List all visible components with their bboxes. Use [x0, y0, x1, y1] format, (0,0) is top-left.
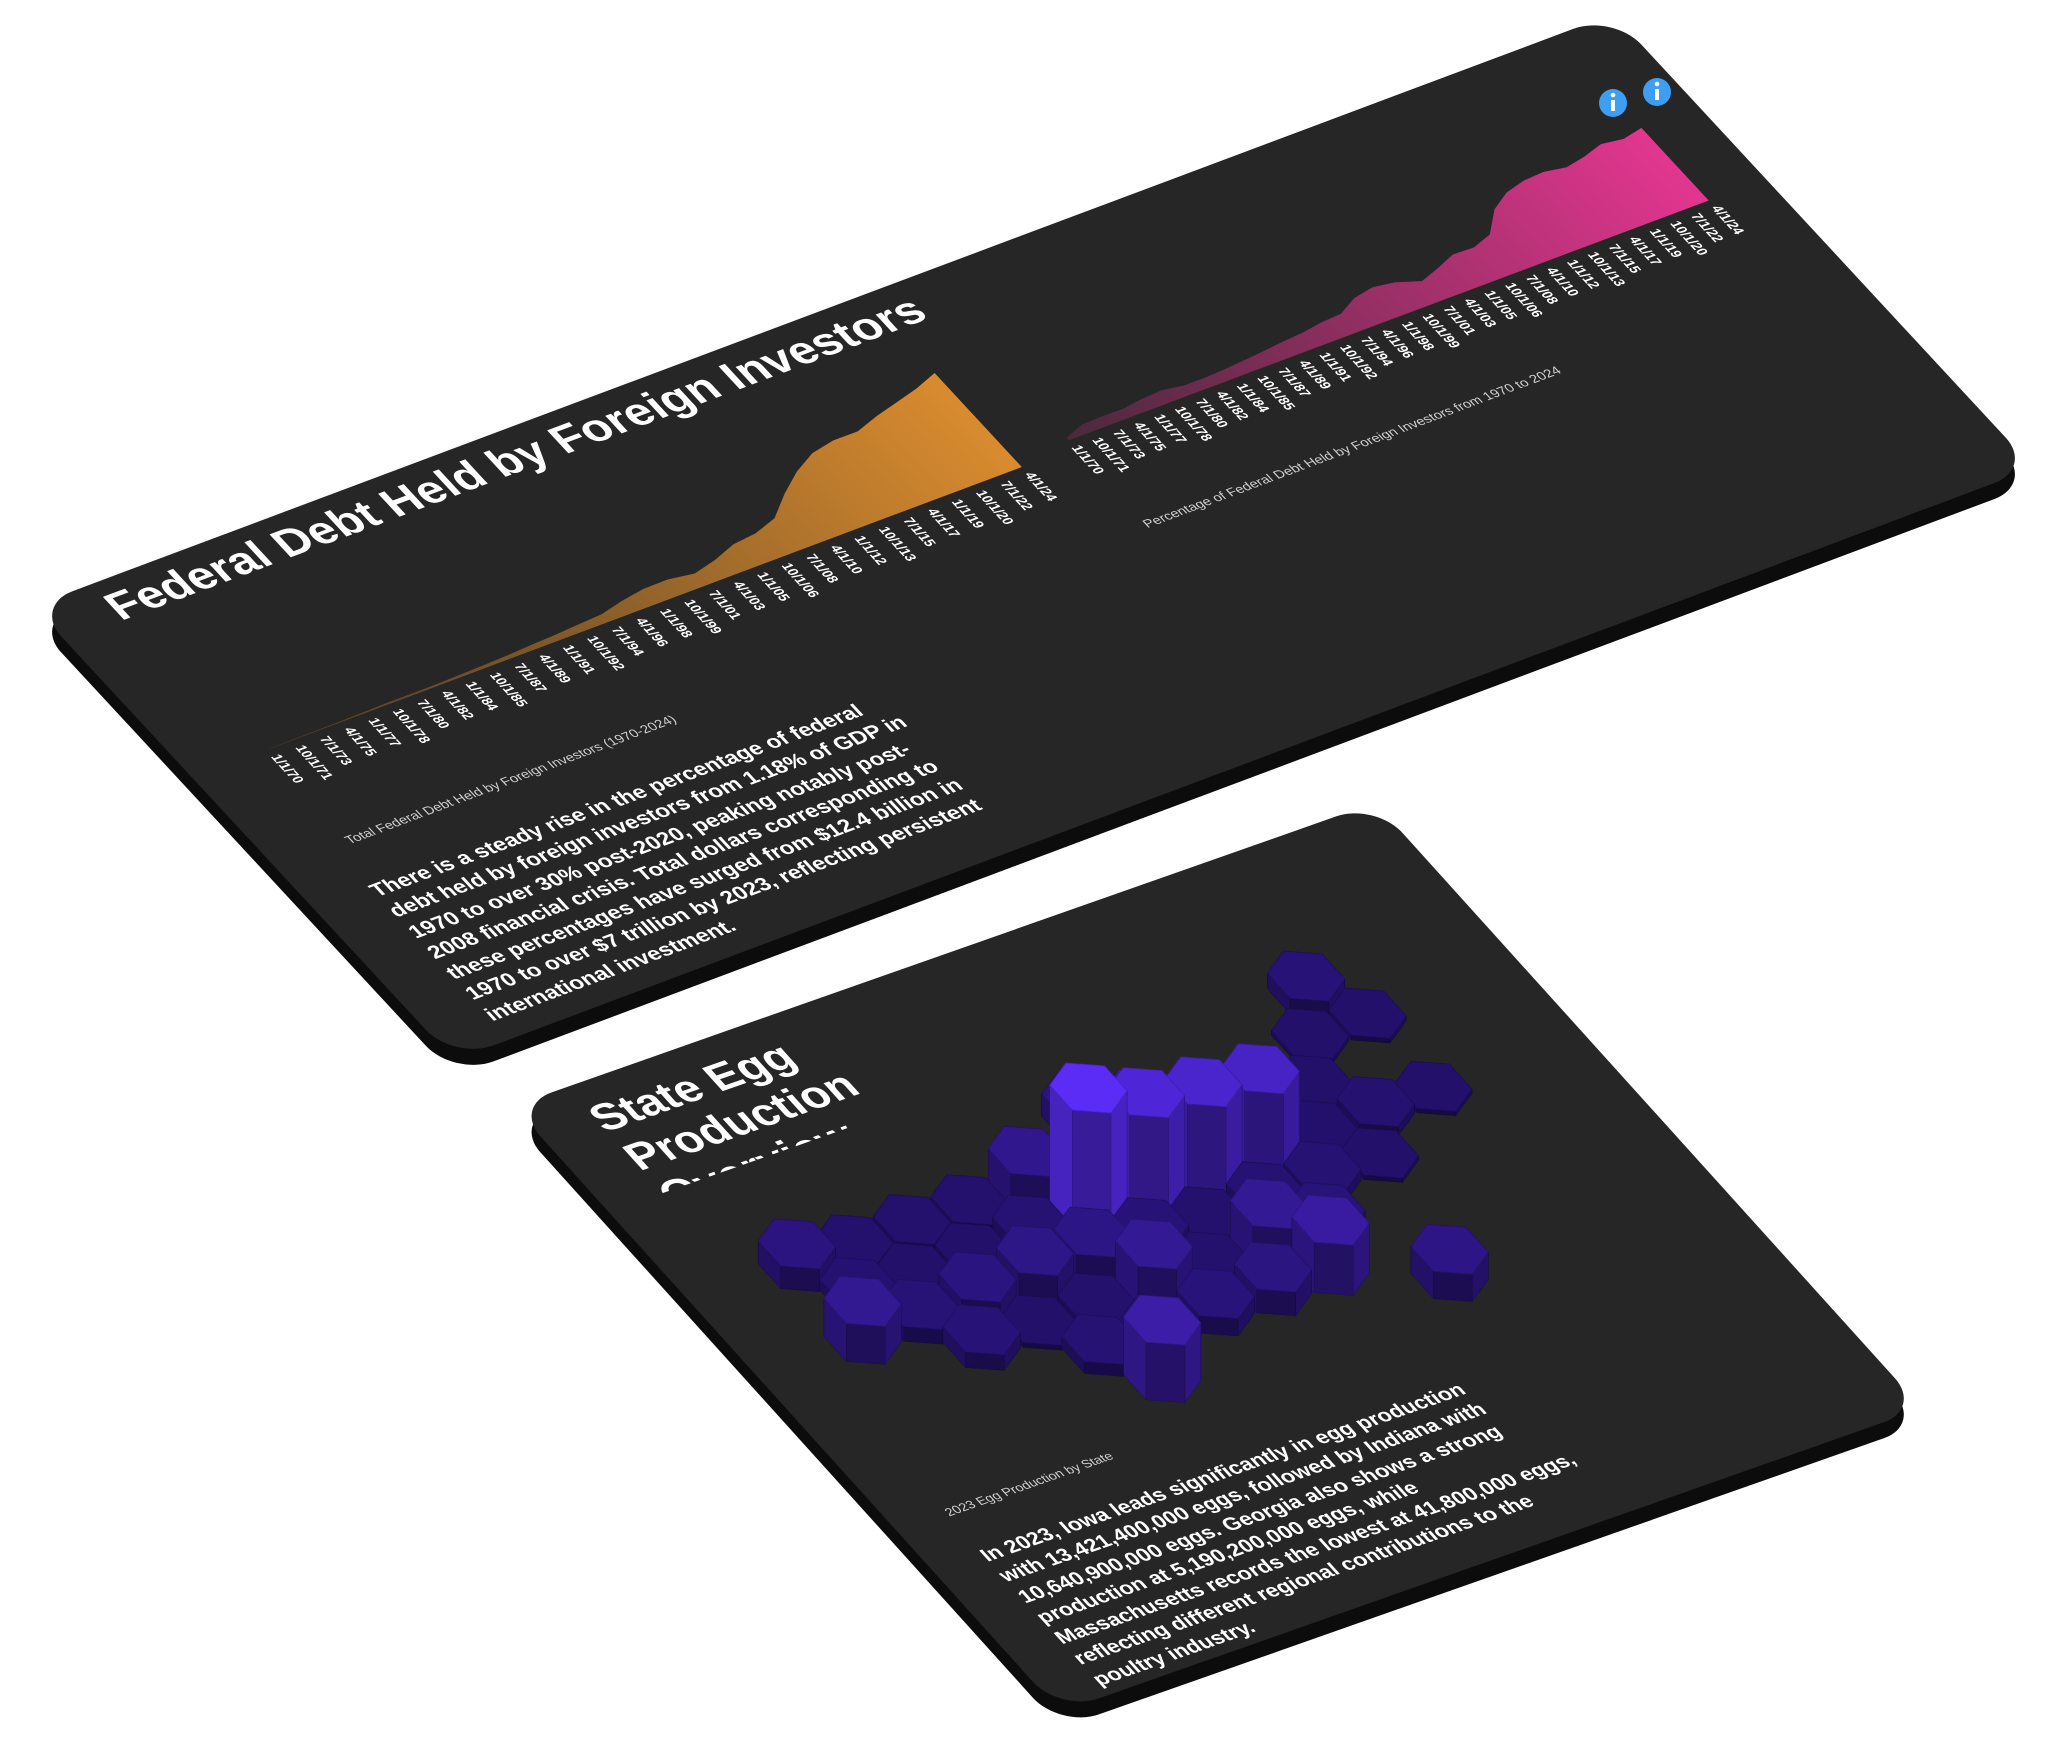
info-glyph — [1655, 89, 1659, 100]
hex-map — [757, 950, 1489, 1404]
column-side — [1314, 1241, 1354, 1296]
column-top — [1114, 1218, 1194, 1270]
column-top — [1291, 1194, 1370, 1246]
column-top — [1336, 1076, 1415, 1127]
state-column — [1049, 1062, 1128, 1238]
column-top — [1266, 950, 1346, 1002]
column-side — [1145, 1341, 1186, 1403]
column-side — [1199, 1315, 1239, 1337]
state-column — [1291, 1194, 1370, 1297]
column-top — [938, 1251, 1017, 1303]
card-body — [52, 25, 2015, 1049]
state-column — [1410, 1223, 1489, 1303]
column-top — [1233, 1241, 1313, 1293]
column-side — [1187, 1103, 1227, 1197]
state-column — [1114, 1218, 1194, 1311]
column-side — [1433, 1271, 1473, 1302]
area — [1066, 127, 1709, 441]
column-top — [1061, 1313, 1140, 1365]
column-top — [1410, 1223, 1489, 1275]
state-column — [1233, 1241, 1313, 1317]
column-top — [1053, 1206, 1132, 1258]
info-button[interactable] — [1643, 78, 1671, 106]
state-column — [1328, 987, 1407, 1044]
state-column — [757, 1218, 837, 1293]
debt-card: Federal Debt Held by Foreign Investors T… — [52, 25, 2015, 1049]
info-glyph — [1610, 92, 1616, 98]
column-top — [1049, 1062, 1128, 1114]
column-top — [995, 1225, 1075, 1276]
column-top — [1176, 1268, 1255, 1319]
state-column — [823, 1275, 902, 1366]
column-side — [1256, 1288, 1296, 1317]
column-side — [780, 1265, 820, 1292]
state-column — [942, 1304, 1021, 1372]
state-column — [1123, 1294, 1202, 1404]
column-top — [872, 1194, 952, 1245]
column-top — [987, 1125, 1067, 1177]
info-glyph — [1654, 81, 1660, 87]
column-side — [846, 1323, 886, 1365]
state-column — [1061, 1313, 1140, 1378]
column-top — [1270, 1008, 1350, 1060]
column-top — [942, 1304, 1021, 1356]
column-top — [1328, 987, 1407, 1039]
column-top — [930, 1174, 1009, 1226]
column-top — [823, 1275, 902, 1327]
info-glyph — [1611, 100, 1615, 111]
column-top — [757, 1218, 837, 1270]
info-button[interactable] — [1599, 89, 1627, 117]
column-top — [1123, 1294, 1202, 1346]
area — [268, 373, 1022, 750]
column-top — [1229, 1178, 1309, 1230]
